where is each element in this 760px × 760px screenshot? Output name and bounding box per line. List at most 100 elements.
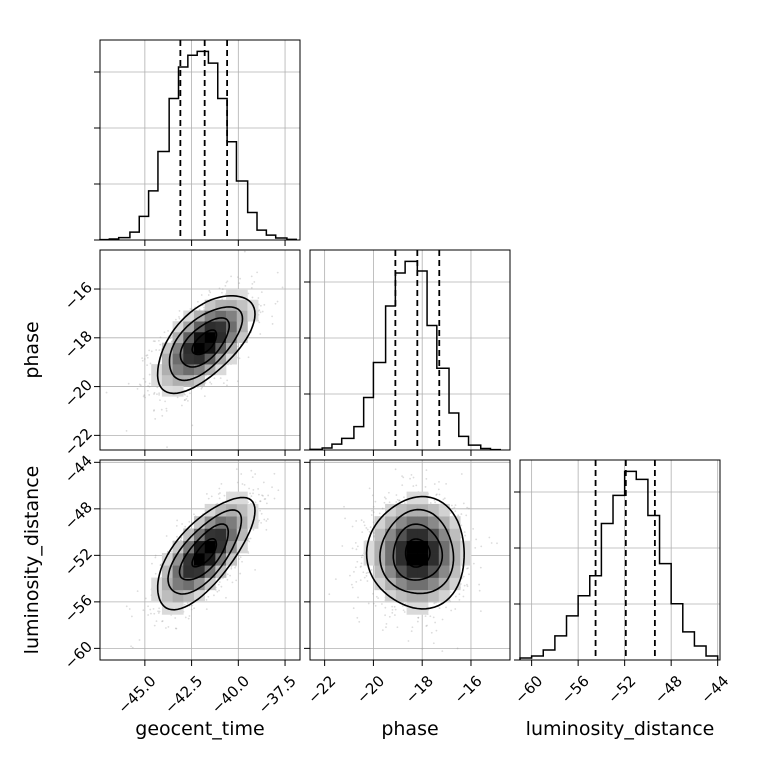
density-cell	[226, 540, 238, 554]
sample-point	[258, 309, 261, 312]
x-tick-label: −45.0	[114, 672, 159, 717]
sample-point	[252, 492, 254, 495]
sample-point	[167, 330, 169, 332]
density-cell	[193, 310, 205, 322]
sample-point	[474, 546, 477, 549]
density-cell	[363, 553, 375, 566]
sample-point	[208, 289, 211, 292]
sample-point	[271, 486, 273, 489]
density-cell	[183, 553, 195, 566]
sample-point	[391, 611, 394, 614]
sample-point	[368, 487, 371, 490]
sample-point	[226, 280, 229, 283]
sample-point	[207, 294, 210, 296]
sample-point	[139, 384, 142, 387]
sample-point	[147, 614, 150, 616]
sample-point	[395, 501, 398, 503]
sample-point	[374, 604, 377, 607]
density-cell	[236, 516, 248, 529]
contour-level-0	[191, 538, 218, 568]
density-cell	[406, 565, 418, 578]
sample-point	[159, 564, 162, 567]
sample-point	[375, 595, 378, 598]
sample-point	[433, 483, 436, 485]
sample-point	[463, 584, 466, 587]
density-cell	[161, 565, 173, 578]
frame	[309, 459, 511, 661]
sample-point	[178, 317, 181, 320]
sample-point	[213, 594, 215, 597]
sample-point	[366, 580, 369, 582]
x-tick-label: −22	[304, 672, 339, 707]
density-cell	[183, 540, 195, 554]
sample-point	[258, 321, 261, 324]
histogram-phase	[309, 260, 501, 451]
density-cell	[183, 589, 195, 603]
sample-point	[259, 509, 261, 512]
sample-point	[387, 491, 390, 494]
sample-point	[393, 605, 396, 608]
sample-point	[189, 392, 191, 395]
sample-point	[454, 595, 457, 598]
density-cell	[417, 491, 429, 505]
sample-point	[415, 484, 418, 487]
density-cell	[236, 289, 248, 301]
panel-body	[105, 250, 284, 449]
sample-point	[262, 481, 265, 484]
grid-lines	[310, 250, 510, 450]
sample-point	[266, 518, 269, 520]
sample-point	[442, 498, 445, 501]
sample-point	[239, 572, 242, 575]
sample-point	[433, 602, 436, 605]
density-cell	[417, 540, 429, 554]
y-tick-label: −20	[61, 376, 96, 411]
density-cell	[406, 528, 418, 542]
density-cell	[395, 516, 407, 529]
sample-point	[438, 607, 441, 610]
sample-point	[149, 608, 152, 611]
sample-point	[234, 566, 236, 569]
sample-point	[349, 574, 351, 577]
sample-point	[143, 358, 146, 360]
sample-point	[436, 493, 438, 496]
sample-point	[472, 528, 475, 530]
sample-point	[472, 562, 475, 565]
sample-point	[146, 354, 149, 357]
density-cell	[438, 589, 450, 603]
sample-point	[205, 599, 208, 601]
density-cell	[385, 516, 397, 529]
sample-point	[425, 625, 428, 627]
sample-point	[158, 393, 160, 396]
sample-point	[468, 573, 470, 576]
sample-point	[363, 524, 366, 527]
sample-point	[150, 350, 153, 353]
sample-point	[196, 300, 199, 303]
x-tick-label: −20	[353, 672, 388, 707]
density-cell	[161, 553, 173, 566]
sample-point	[154, 556, 157, 559]
sample-point	[226, 578, 229, 581]
density-cell	[226, 342, 238, 354]
density-cell	[428, 565, 440, 578]
density-cell	[151, 589, 163, 603]
sample-point	[174, 617, 177, 619]
sample-point	[362, 571, 365, 574]
sample-point	[158, 349, 161, 352]
sample-point	[191, 424, 194, 427]
sample-point	[238, 357, 241, 360]
density-cell	[172, 364, 184, 376]
sample-point	[138, 383, 141, 386]
sample-point	[433, 499, 436, 501]
density-cell	[204, 528, 216, 542]
density-cell	[395, 565, 407, 578]
density-cell	[395, 589, 407, 603]
sample-point	[478, 583, 481, 586]
sample-point	[235, 468, 238, 471]
density-cell	[406, 577, 418, 591]
sample-point	[142, 609, 145, 612]
sample-point	[252, 488, 255, 491]
density-cell	[395, 528, 407, 542]
sample-point	[425, 477, 428, 480]
sample-point	[142, 377, 145, 380]
